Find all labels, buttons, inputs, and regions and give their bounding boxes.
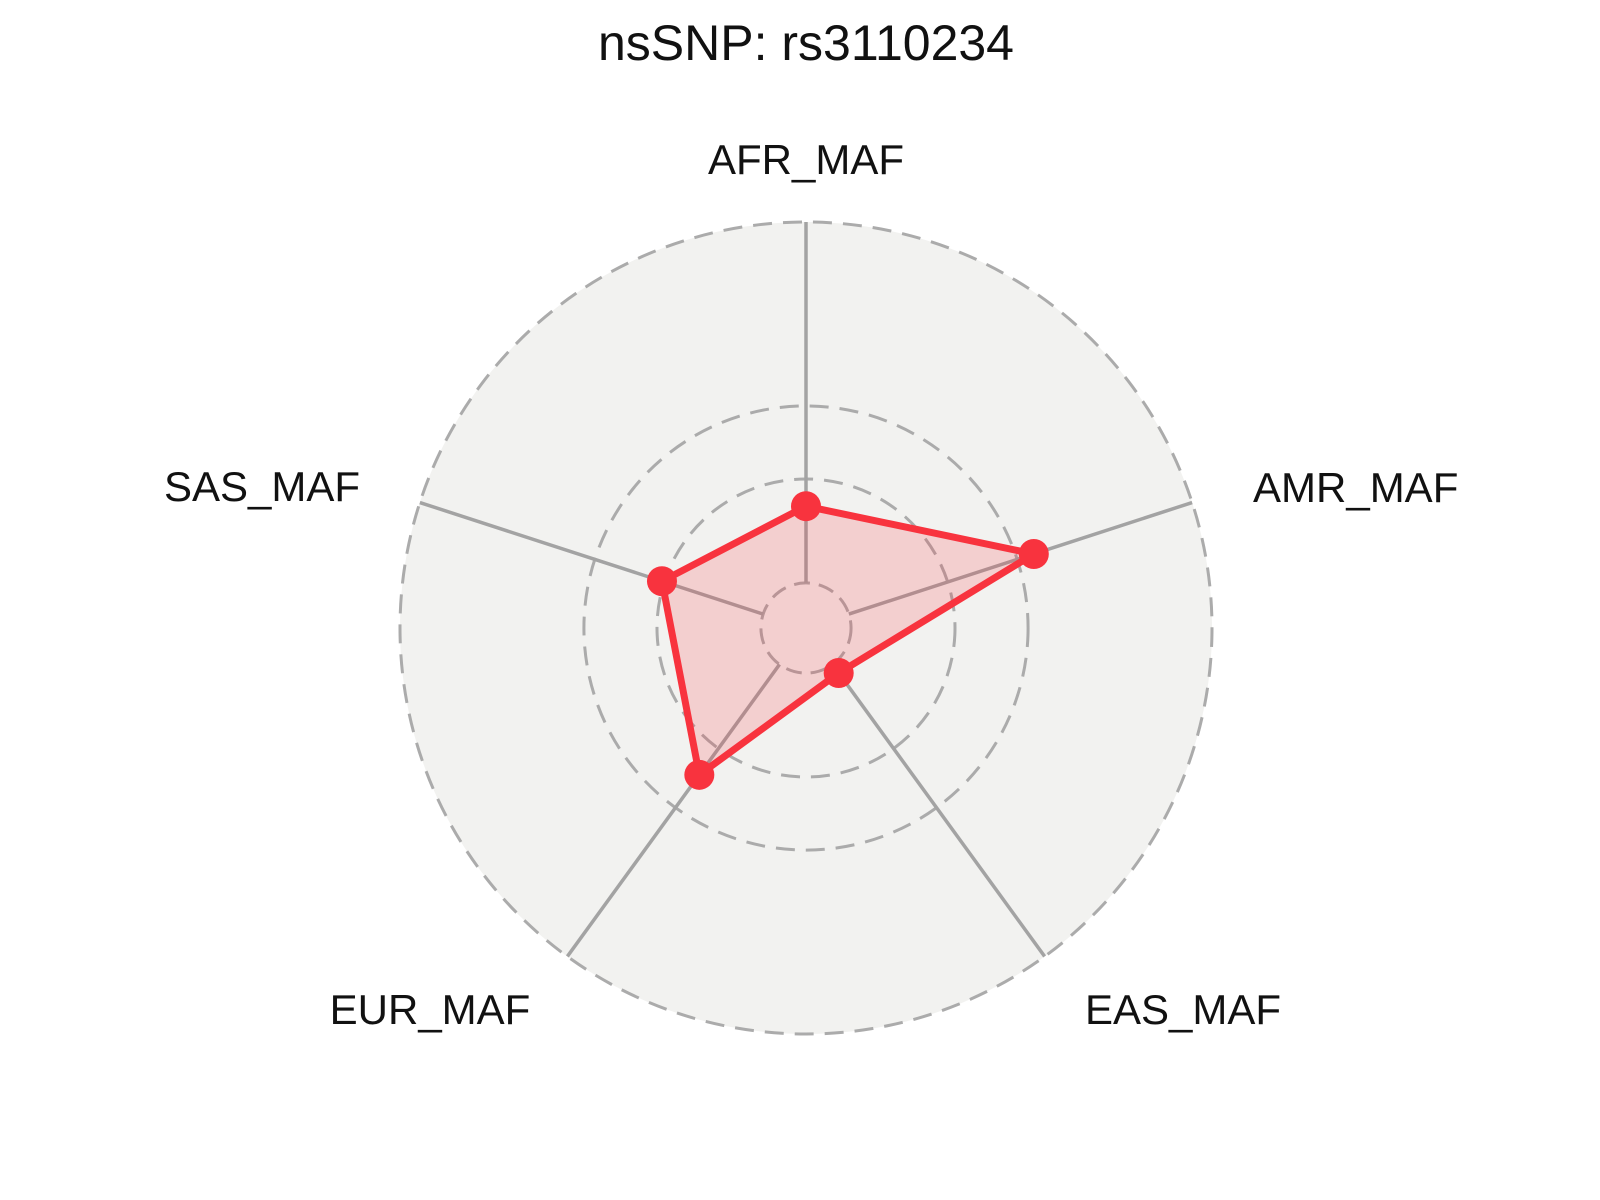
- chart-title: nsSNP: rs3110234: [598, 15, 1014, 71]
- grid-ring-0: [398, 220, 1214, 1036]
- axis-labels: AFR_MAF AMR_MAF EAS_MAF EUR_MAF SAS_MAF: [164, 136, 1458, 1033]
- axis-label-sas-maf: SAS_MAF: [164, 463, 360, 510]
- axis-label-eur-maf: EUR_MAF: [330, 986, 531, 1033]
- data-point-sas_maf: [646, 566, 677, 597]
- grid-ring-1: [582, 404, 1030, 852]
- data-point-eas_maf: [823, 657, 854, 688]
- grid-layer: [398, 220, 1214, 1036]
- data-point-eur_maf: [684, 759, 715, 790]
- axis-spoke-eur_maf: [565, 663, 781, 958]
- axis-spoke-eas_maf: [831, 663, 1047, 958]
- data-series-layer: [646, 491, 1049, 790]
- axis-spoke-sas_maf: [419, 500, 764, 616]
- axis-label-eas-maf: EAS_MAF: [1085, 986, 1281, 1033]
- axis-label-amr-maf: AMR_MAF: [1253, 464, 1458, 511]
- data-polygon: [658, 502, 1038, 779]
- axis-label-afr-maf: AFR_MAF: [708, 136, 904, 183]
- data-point-afr_maf: [791, 491, 821, 522]
- data-point-amr_maf: [1018, 538, 1049, 569]
- panel-background: [400, 222, 1212, 1034]
